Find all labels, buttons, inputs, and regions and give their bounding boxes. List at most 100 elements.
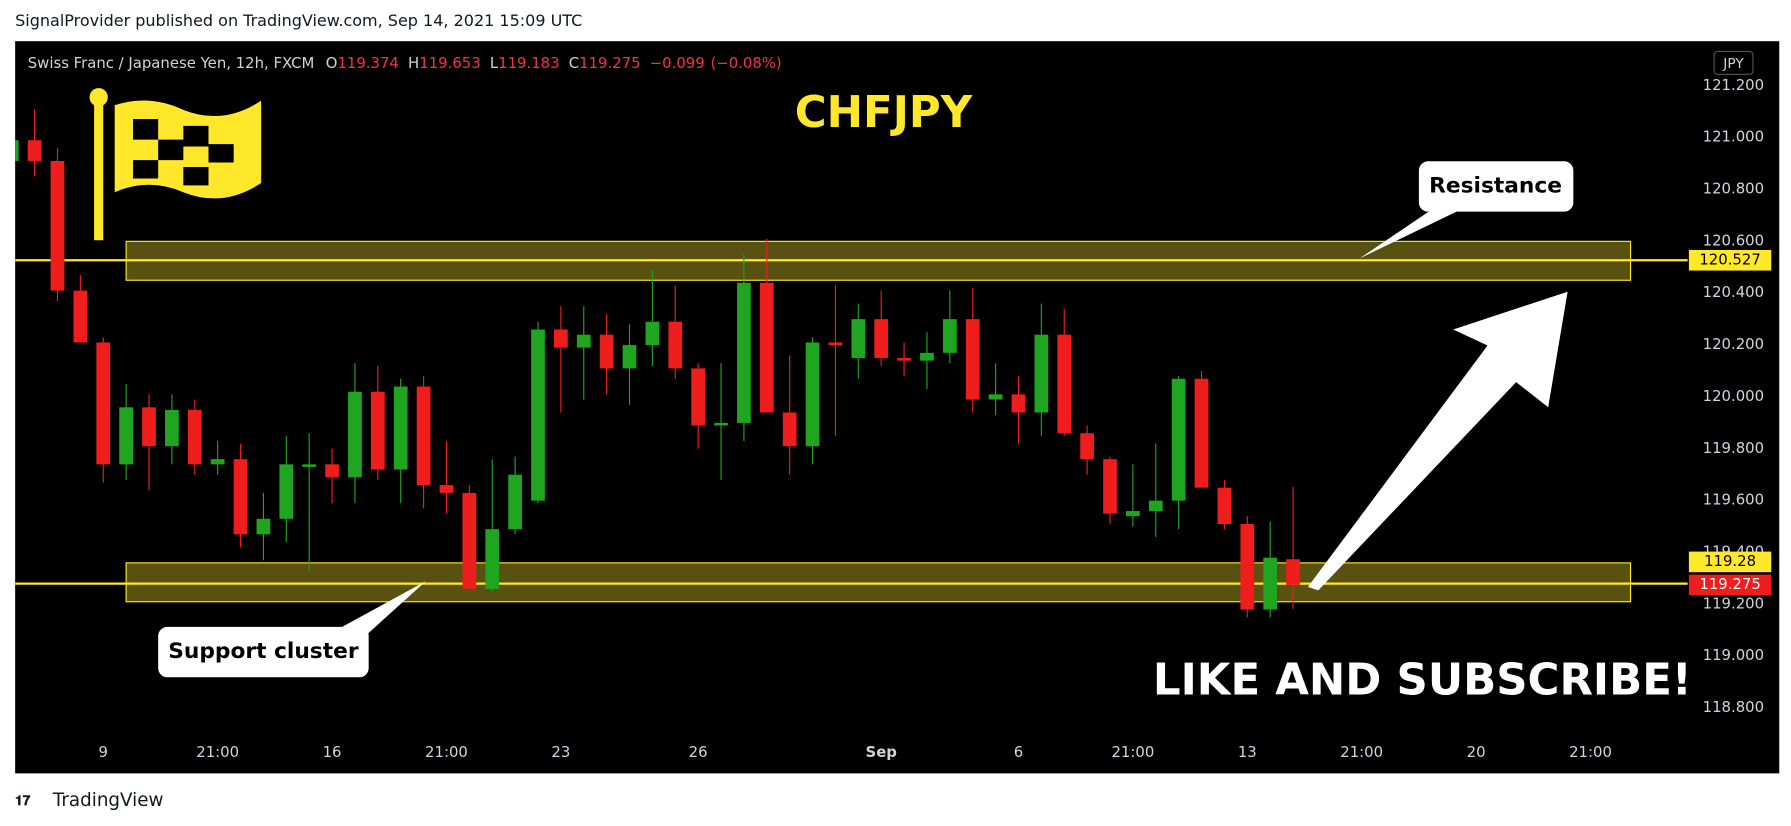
candle-body (462, 492, 477, 589)
candle-body (439, 485, 454, 493)
candle-body (759, 282, 774, 413)
callout-box (1418, 161, 1574, 212)
y-tick-label: 120.400 (1703, 283, 1764, 301)
callout-text: Resistance (1429, 173, 1562, 198)
candle-body (942, 319, 957, 353)
candle-body (897, 358, 911, 361)
candle-body (279, 464, 294, 519)
annotation: LIKE AND SUBSCRIBE! (1153, 655, 1692, 705)
candle-body (27, 140, 42, 161)
candle-body (50, 160, 65, 291)
y-tick-label: 119.000 (1703, 646, 1764, 664)
ohlc-label: H (408, 54, 419, 72)
x-tick-label: 21:00 (1340, 743, 1383, 761)
symbol: Swiss Franc / Japanese Yen, 12h, FXCM (28, 54, 315, 72)
price-badge (1688, 551, 1772, 573)
candle-body (325, 464, 339, 478)
y-tick-label: 120.200 (1703, 335, 1764, 353)
candle-body (1171, 378, 1186, 501)
ohlc-label: C (569, 54, 579, 72)
publisher-line: SignalProvider published on TradingView.… (15, 11, 582, 30)
candle-body (370, 391, 385, 470)
x-tick-label: 23 (551, 743, 570, 761)
y-tick-label: 119.600 (1703, 491, 1764, 509)
callout-pointer (337, 581, 426, 635)
candle-body (119, 407, 133, 465)
candle-body (1080, 433, 1094, 460)
candle-body (988, 394, 1003, 400)
candle-body (233, 459, 248, 535)
x-tick-label: 26 (689, 743, 708, 761)
zone (125, 562, 1632, 603)
candle-body (874, 319, 889, 359)
candle-body (668, 321, 683, 369)
candle-body (1034, 334, 1049, 413)
candle-body (554, 329, 568, 348)
candle-body (1240, 523, 1255, 610)
currency-box[interactable] (1713, 50, 1754, 75)
logo-mark: 𝟏𝟕 (15, 793, 31, 809)
candle-body (302, 464, 317, 467)
candle-body (965, 319, 980, 400)
callout-box (158, 626, 369, 678)
candle-body (531, 329, 545, 501)
price-badge-label: 119.28 (1704, 552, 1756, 570)
candle-body (508, 474, 522, 530)
x-tick-label: 16 (323, 743, 342, 761)
candle-body (714, 422, 728, 426)
candle-body (73, 290, 88, 343)
x-tick-label: Sep (865, 743, 896, 761)
axes: 118.800119.000119.200119.400119.600119.8… (99, 76, 1772, 761)
price-badge-label: 119.275 (1699, 575, 1760, 593)
candle-body (142, 407, 156, 447)
candle-body (1057, 334, 1072, 434)
x-tick-label: 13 (1238, 743, 1257, 761)
y-tick-label: 120.800 (1703, 179, 1764, 197)
ohlc-value: 119.183 (498, 54, 559, 72)
ohlc-value: 119.374 (337, 54, 398, 72)
candle-body (737, 282, 751, 423)
legend-header: Swiss Franc / Japanese Yen, 12h, FXCM O11… (28, 54, 782, 72)
candle-body (256, 518, 271, 535)
candle-body (1263, 557, 1278, 610)
x-tick-label: 21:00 (1569, 743, 1612, 761)
candle-body (348, 391, 362, 478)
candle-body (1148, 500, 1163, 512)
candle-body (416, 386, 431, 486)
callout-pointer (1359, 210, 1459, 259)
candle-body (691, 368, 706, 426)
y-tick-label: 120.600 (1703, 231, 1764, 249)
ohlc-label: O (326, 54, 338, 72)
chart-title: CHFJPY (795, 88, 973, 138)
price-badge (1688, 249, 1772, 271)
candle-body (165, 409, 179, 447)
candle-body (851, 319, 866, 359)
candle-body (1217, 487, 1232, 524)
candle-body (599, 334, 614, 369)
currency: JPY (1722, 56, 1744, 72)
candle-body (645, 321, 660, 346)
candle-body (393, 386, 408, 470)
candle-body (805, 342, 820, 447)
x-tick-label: 20 (1467, 743, 1486, 761)
y-tick-label: 120.000 (1703, 387, 1764, 405)
price-badge-label: 120.527 (1699, 250, 1760, 268)
flag-icon (89, 88, 262, 241)
footer-brand: TradingView (52, 790, 164, 811)
change: −0.099 (650, 54, 705, 72)
change-pct: (−0.08%) (710, 54, 781, 72)
candle-body (576, 334, 591, 348)
y-tick-label: 121.200 (1703, 76, 1764, 94)
candle-body (1126, 511, 1140, 517)
candle-body (15, 140, 19, 161)
candle-body (210, 459, 225, 465)
candle-body (1011, 394, 1026, 413)
candle-body (187, 409, 202, 465)
y-tick-label: 119.200 (1703, 594, 1764, 612)
x-tick-label: 21:00 (196, 743, 239, 761)
callout-text: Support cluster (168, 639, 359, 664)
candle-body (485, 529, 500, 589)
price-badge (1688, 574, 1772, 596)
